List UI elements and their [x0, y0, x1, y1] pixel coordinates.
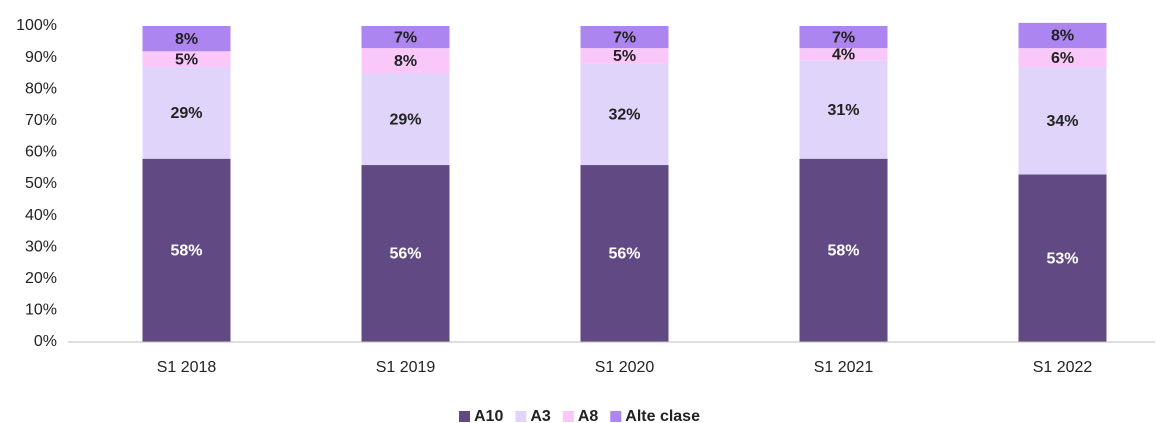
data-label: 5% [613, 48, 636, 65]
data-label: 58% [170, 243, 202, 260]
y-tick-label: 0% [34, 333, 57, 350]
x-tick-label: S1 2020 [595, 359, 655, 376]
x-tick-label: S1 2021 [814, 359, 874, 376]
y-tick-label: 10% [25, 302, 57, 319]
bar-segment [361, 73, 450, 166]
y-tick-label: 50% [25, 175, 57, 192]
data-label: 29% [389, 111, 421, 128]
bar-segment [1018, 48, 1107, 68]
data-label: 29% [170, 105, 202, 122]
bar-segment [799, 48, 888, 61]
bar-segment [1018, 67, 1107, 175]
legend-label: A3 [530, 408, 551, 423]
bar-segment [1018, 174, 1107, 342]
legend-label: A10 [474, 408, 503, 423]
bar-segment [799, 158, 888, 342]
legend-swatch [610, 411, 622, 422]
x-tick-label: S1 2019 [376, 359, 436, 376]
y-tick-label: 40% [25, 207, 57, 224]
bar-segment [580, 63, 669, 166]
data-label: 31% [827, 102, 859, 119]
data-label: 7% [832, 29, 855, 46]
bar-segment [142, 158, 231, 342]
bar-segment [361, 48, 450, 74]
y-tick-label: 80% [25, 80, 57, 97]
bar-segment [361, 26, 450, 49]
data-label: 5% [175, 51, 198, 68]
bar-segment [361, 165, 450, 342]
bar-segment [580, 48, 669, 64]
bar-segment [142, 67, 231, 159]
data-label: 7% [613, 29, 636, 46]
data-label: 8% [1051, 28, 1074, 45]
data-label: 8% [175, 31, 198, 48]
data-label: 7% [394, 29, 417, 46]
legend-label: Alte clase [625, 408, 700, 423]
legend-swatch [562, 411, 574, 422]
y-tick-label: 20% [25, 270, 57, 287]
data-label: 32% [608, 107, 640, 124]
legend-swatch [459, 411, 471, 422]
data-label: 53% [1046, 250, 1078, 267]
bar-segment [799, 26, 888, 49]
bar-segment [142, 51, 231, 68]
bar-segment [799, 60, 888, 159]
data-label: 56% [389, 246, 421, 263]
legend-label: A8 [578, 408, 599, 423]
bar-segment [580, 165, 669, 342]
data-label: 8% [394, 53, 417, 70]
y-tick-label: 60% [25, 144, 57, 161]
data-label: 58% [827, 243, 859, 260]
bar-segment [580, 26, 669, 49]
y-tick-label: 100% [16, 17, 57, 34]
x-tick-label: S1 2022 [1033, 359, 1093, 376]
data-label: 34% [1046, 113, 1078, 130]
data-label: 4% [832, 47, 855, 64]
y-tick-label: 70% [25, 112, 57, 129]
bar-segment [142, 26, 231, 52]
y-tick-label: 30% [25, 238, 57, 255]
bar-segment [1018, 22, 1107, 49]
legend-swatch [515, 411, 527, 422]
data-label: 56% [608, 246, 640, 263]
y-tick-label: 90% [25, 49, 57, 66]
x-tick-label: S1 2018 [157, 359, 217, 376]
data-label: 6% [1051, 50, 1074, 67]
